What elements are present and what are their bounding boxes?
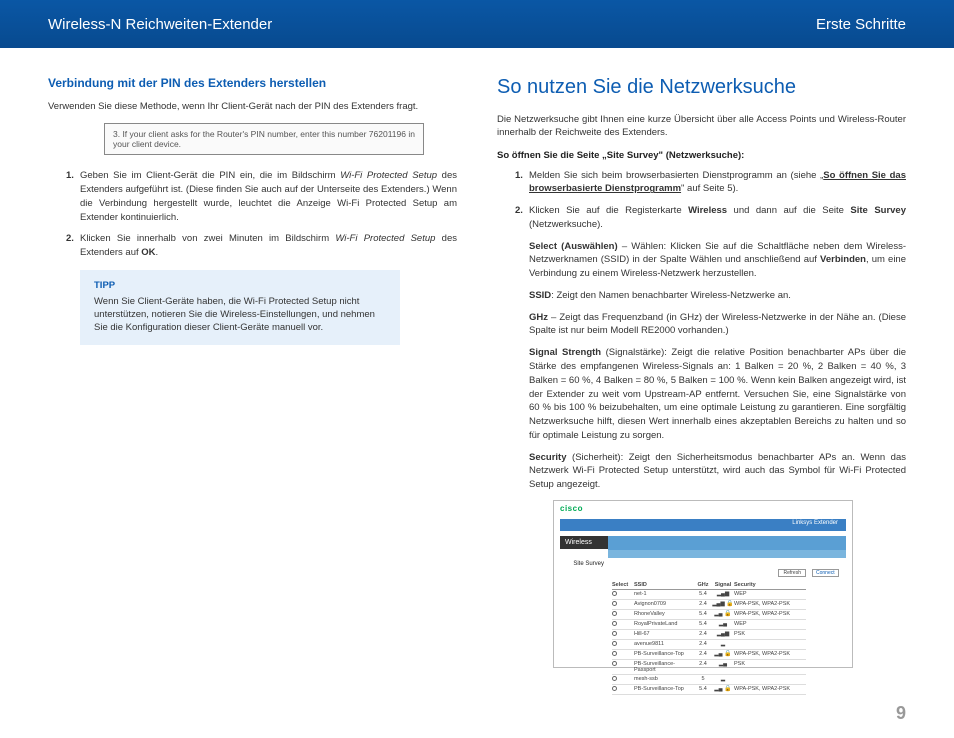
lock-icon: 🔒 [724, 651, 731, 657]
howto-title: So öffnen Sie die Seite „Site Survey" (N… [497, 150, 906, 161]
tip-title: TIPP [94, 280, 386, 291]
radio-icon [612, 676, 617, 681]
right-intro: Die Netzwerksuche gibt Ihnen eine kurze … [497, 113, 906, 140]
ss-table-row: RoyalPrivateLand5.4▂▄WEP [612, 620, 806, 630]
ss-nav-tabs [608, 536, 846, 550]
ss-table-row: net-15.4▂▄▆WEP [612, 590, 806, 600]
tip-text: Wenn Sie Client-Geräte haben, die Wi-Fi … [94, 295, 386, 335]
radio-icon [612, 621, 617, 626]
left-step-2: 2.Klicken Sie innerhalb von zwei Minuten… [66, 232, 457, 260]
radio-icon [612, 601, 617, 606]
def-signal: Signal Strength (Signalstärke): Zeigt di… [497, 346, 906, 442]
right-step-1: 1.Melden Sie sich beim browserbasierten … [515, 169, 906, 197]
left-subhead: Verbindung mit der PIN des Extenders her… [48, 76, 457, 90]
ss-wireless-tab: Wireless [560, 536, 608, 549]
site-survey-screenshot: cisco Linksys Extender Wireless Site Sur… [553, 500, 853, 668]
radio-icon [612, 661, 617, 666]
def-security: Security (Sicherheit): Zeigt den Sicherh… [497, 451, 906, 492]
lock-icon: 🔒 [724, 686, 731, 692]
ss-table-header: Select SSID GHz Signal Security [612, 581, 806, 590]
cisco-logo: cisco [560, 504, 583, 513]
def-select: Select (Auswählen) – Wählen: Klicken Sie… [497, 240, 906, 281]
ss-table-row: mesh-ssb5▂ [612, 675, 806, 685]
radio-icon [612, 611, 617, 616]
ss-table-row: Hill-672.4▂▄▆PSK [612, 630, 806, 640]
header-left: Wireless-N Reichweiten-Extender [48, 16, 272, 33]
content: Verbindung mit der PIN des Extenders her… [0, 48, 954, 668]
ss-table-row: PB-Surveillance-Passport2.4▂▄PSK [612, 660, 806, 675]
ss-table-row: PB-Surveillance-Top5.4▂▄ 🔒WPA-PSK, WPA2-… [612, 685, 806, 695]
lock-icon: 🔒 [724, 611, 731, 617]
ss-titlebar: Linksys Extender [560, 519, 846, 531]
ss-subnav [608, 550, 846, 558]
right-column: So nutzen Sie die Netzwerksuche Die Netz… [497, 76, 906, 668]
ss-connect-button: Connect [812, 569, 839, 577]
ss-right-pane: Connect [812, 561, 842, 579]
right-steps: 1.Melden Sie sich beim browserbasierten … [497, 169, 906, 232]
left-step-1: 1.Geben Sie im Client-Gerät die PIN ein,… [66, 169, 457, 224]
radio-icon [612, 686, 617, 691]
page-number: 9 [896, 703, 906, 724]
pin-caption-box: 3. If your client asks for the Router's … [104, 123, 424, 155]
radio-icon [612, 631, 617, 636]
left-steps: 1.Geben Sie im Client-Gerät die PIN ein,… [48, 169, 457, 260]
tip-box: TIPP Wenn Sie Client-Geräte haben, die W… [80, 270, 400, 345]
radio-icon [612, 641, 617, 646]
header-right: Erste Schritte [816, 16, 906, 33]
left-intro: Verwenden Sie diese Methode, wenn Ihr Cl… [48, 100, 457, 113]
ss-table-row: RhoneValley5.4▂▄ 🔒WPA-PSK, WPA2-PSK [612, 610, 806, 620]
ss-refresh-row: Refresh [612, 561, 806, 579]
ss-side-label: Site Survey [560, 561, 608, 567]
ss-refresh-button: Refresh [778, 569, 806, 577]
page-header: Wireless-N Reichweiten-Extender Erste Sc… [0, 0, 954, 48]
ss-table-row: PB-Surveillance-Top2.4▂▄ 🔒WPA-PSK, WPA2-… [612, 650, 806, 660]
right-step-2: 2.Klicken Sie auf die Registerkarte Wire… [515, 204, 906, 232]
def-ghz: GHz – Zeigt das Frequenzband (in GHz) de… [497, 311, 906, 339]
lock-icon: 🔒 [726, 601, 733, 607]
radio-icon [612, 651, 617, 656]
ss-table: Refresh Select SSID GHz Signal Security … [612, 561, 806, 696]
ss-table-row: Avignon07092.4▂▄▆ 🔒WPA-PSK, WPA2-PSK [612, 600, 806, 610]
ss-table-row: avenue98112.4▂ [612, 640, 806, 650]
right-heading: So nutzen Sie die Netzwerksuche [497, 76, 906, 99]
left-column: Verbindung mit der PIN des Extenders her… [48, 76, 457, 668]
radio-icon [612, 591, 617, 596]
def-ssid: SSID: Zeigt den Namen benachbarter Wirel… [497, 289, 906, 303]
